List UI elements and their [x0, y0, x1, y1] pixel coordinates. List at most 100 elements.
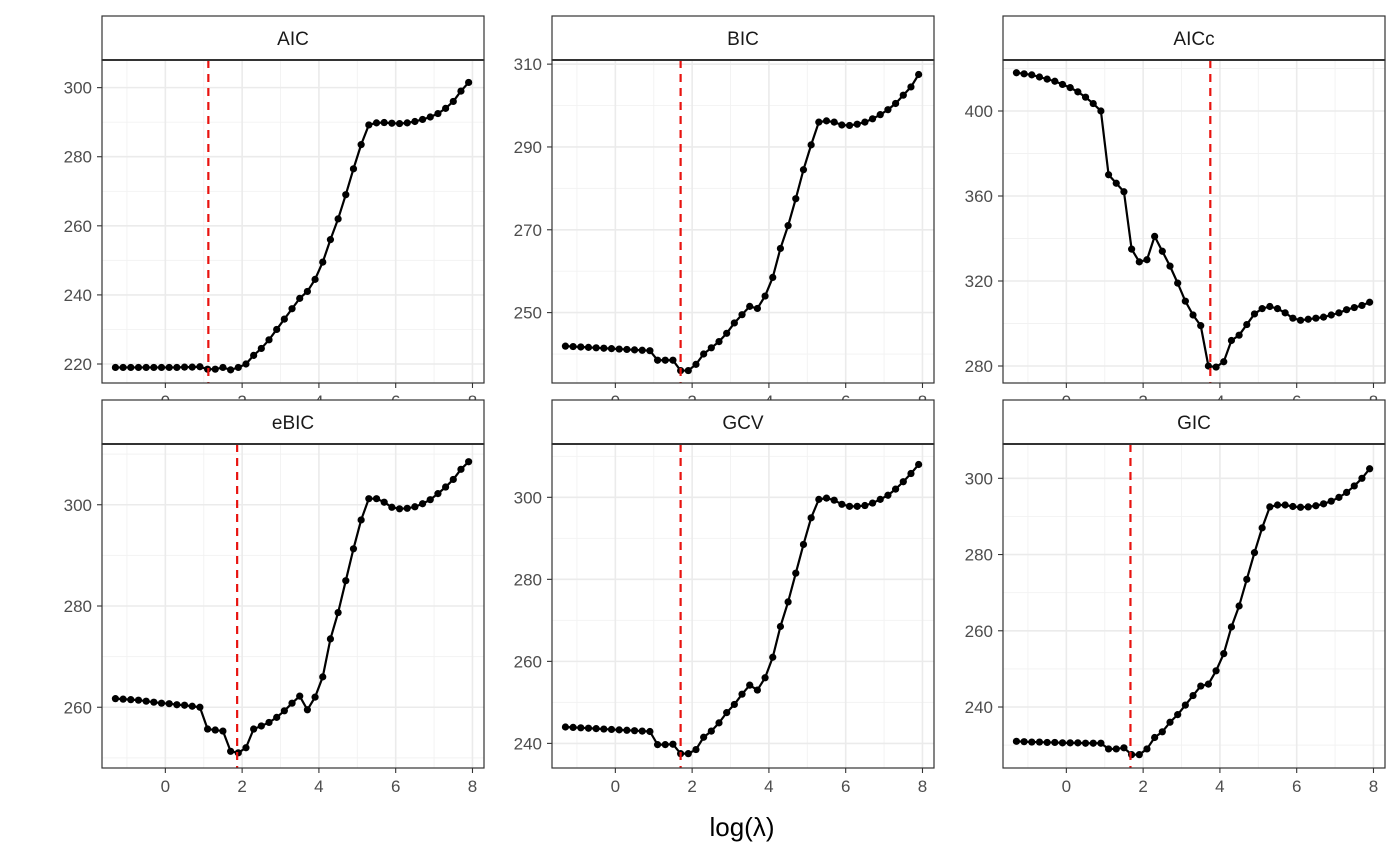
data-point: [853, 502, 861, 510]
data-point: [769, 653, 777, 661]
data-point: [449, 475, 457, 484]
data-point: [1212, 667, 1220, 675]
data-point: [692, 745, 700, 754]
data-point: [365, 121, 373, 129]
data-point: [684, 366, 692, 375]
data-point: [127, 696, 135, 704]
data-point: [319, 258, 327, 266]
data-point: [1135, 751, 1143, 759]
data-point: [1312, 502, 1320, 510]
data-point: [1335, 493, 1343, 501]
x-tick-label: 6: [841, 777, 850, 796]
data-point: [723, 329, 731, 337]
data-point: [623, 726, 631, 734]
facet-title: GIC: [1177, 413, 1211, 434]
y-tick-label: 240: [965, 698, 993, 717]
y-tick-label: 280: [965, 357, 993, 376]
data-point: [615, 726, 623, 734]
data-point: [799, 540, 808, 549]
data-point: [776, 622, 785, 631]
data-point: [799, 166, 808, 174]
data-point: [646, 347, 654, 355]
data-point: [227, 747, 235, 755]
y-tick-label: 300: [64, 496, 92, 515]
data-point: [1296, 316, 1305, 324]
data-point: [180, 363, 189, 371]
data-point: [1243, 575, 1251, 583]
series-line-GIC: [1016, 468, 1371, 756]
data-point: [449, 97, 457, 106]
data-point: [807, 514, 815, 522]
data-point: [211, 365, 219, 373]
x-tick-label: 8: [918, 777, 927, 796]
data-point: [1028, 71, 1036, 79]
data-point: [746, 681, 754, 689]
data-point: [592, 725, 600, 733]
data-point: [561, 342, 570, 350]
data-point: [1250, 310, 1259, 318]
data-point: [242, 744, 250, 752]
data-point: [142, 697, 150, 705]
data-point: [1266, 302, 1274, 311]
data-point: [273, 325, 281, 334]
y-tick-label: 220: [64, 355, 92, 374]
data-point: [822, 117, 831, 125]
y-tick-label: 250: [514, 304, 542, 323]
data-point: [288, 305, 296, 313]
data-point: [1174, 711, 1182, 719]
y-tick-label: 300: [514, 488, 542, 507]
data-point: [1097, 107, 1105, 115]
data-point: [1058, 739, 1067, 747]
data-point: [1158, 728, 1166, 736]
data-point: [876, 111, 884, 119]
data-point: [1089, 739, 1097, 747]
data-point: [1074, 88, 1082, 96]
data-point: [134, 363, 143, 372]
data-point: [815, 495, 823, 503]
data-point: [1366, 298, 1374, 306]
data-point: [600, 344, 608, 352]
data-point: [761, 674, 769, 682]
facet-title: eBIC: [272, 413, 314, 434]
facet-panel: AIC22024026028030002468: [64, 15, 485, 411]
x-tick-label: 0: [161, 777, 170, 796]
data-point: [868, 499, 877, 507]
data-point: [357, 141, 365, 149]
data-point: [1051, 77, 1059, 85]
data-point: [196, 703, 204, 711]
y-tick-label: 400: [965, 102, 993, 121]
data-point: [884, 106, 892, 114]
data-point: [830, 118, 838, 126]
x-tick-label: 6: [1292, 777, 1301, 796]
data-point: [250, 725, 258, 733]
data-point: [569, 342, 577, 351]
data-point: [822, 494, 831, 502]
data-point: [730, 319, 738, 327]
data-point: [457, 87, 465, 95]
data-point: [150, 363, 158, 372]
x-tick-label: 0: [1062, 777, 1071, 796]
data-point: [342, 577, 350, 585]
data-point: [1104, 171, 1113, 179]
data-point: [280, 707, 288, 715]
y-tick-label: 280: [965, 546, 993, 565]
data-point: [746, 302, 754, 310]
data-point: [1327, 311, 1335, 319]
data-point: [1135, 258, 1143, 266]
data-point: [1319, 313, 1328, 321]
y-tick-label: 260: [514, 652, 542, 671]
data-point: [1220, 650, 1228, 658]
data-point: [311, 693, 319, 701]
x-tick-label: 8: [1369, 777, 1378, 796]
data-point: [1258, 305, 1266, 313]
data-point: [1343, 306, 1351, 314]
data-point: [342, 191, 350, 199]
data-point: [753, 304, 761, 313]
data-point: [434, 490, 442, 498]
data-point: [411, 117, 419, 126]
data-point: [242, 360, 250, 368]
y-tick-label: 290: [514, 138, 542, 157]
data-point: [845, 502, 854, 510]
facet-strip: [101, 15, 485, 61]
